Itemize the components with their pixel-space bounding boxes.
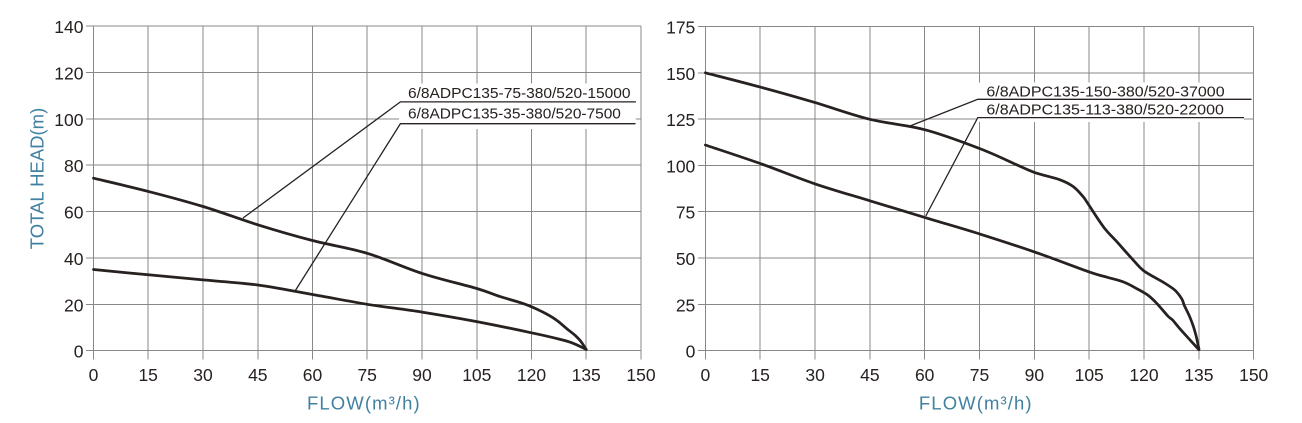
svg-text:30: 30 (193, 365, 213, 385)
svg-text:15: 15 (138, 365, 157, 385)
svg-text:80: 80 (64, 156, 84, 176)
svg-text:6/8ADPC135-35-380/520-7500: 6/8ADPC135-35-380/520-7500 (408, 105, 621, 122)
svg-text:150: 150 (666, 64, 695, 84)
svg-text:25: 25 (676, 295, 695, 315)
svg-text:120: 120 (1129, 365, 1158, 385)
svg-text:135: 135 (572, 365, 601, 385)
svg-text:45: 45 (248, 365, 267, 385)
svg-text:60: 60 (915, 365, 935, 385)
svg-text:150: 150 (626, 365, 655, 385)
svg-text:125: 125 (666, 110, 695, 130)
svg-text:75: 75 (970, 365, 989, 385)
svg-text:50: 50 (676, 249, 696, 269)
svg-text:150: 150 (1239, 365, 1268, 385)
svg-text:105: 105 (462, 365, 491, 385)
svg-text:100: 100 (54, 110, 83, 130)
svg-text:60: 60 (64, 203, 84, 223)
svg-text:175: 175 (666, 18, 695, 38)
svg-text:FLOW(m³/h): FLOW(m³/h) (307, 393, 421, 414)
svg-text:15: 15 (750, 365, 769, 385)
svg-text:6/8ADPC135-150-380/520-37000: 6/8ADPC135-150-380/520-37000 (986, 84, 1224, 101)
svg-text:6/8ADPC135-75-380/520-15000: 6/8ADPC135-75-380/520-15000 (408, 85, 631, 102)
svg-text:75: 75 (676, 203, 695, 223)
svg-text:0: 0 (686, 342, 696, 362)
svg-text:TOTAL HEAD(m): TOTAL HEAD(m) (27, 108, 48, 250)
svg-text:40: 40 (64, 249, 84, 269)
svg-text:140: 140 (54, 17, 83, 37)
svg-text:20: 20 (64, 295, 84, 315)
svg-text:0: 0 (701, 365, 711, 385)
svg-text:0: 0 (89, 365, 99, 385)
svg-text:30: 30 (805, 365, 825, 385)
svg-text:75: 75 (357, 365, 376, 385)
svg-text:105: 105 (1075, 365, 1104, 385)
svg-text:90: 90 (1025, 365, 1045, 385)
svg-text:120: 120 (54, 64, 83, 84)
svg-text:6/8ADPC135-113-380/520-22000: 6/8ADPC135-113-380/520-22000 (986, 101, 1224, 118)
svg-text:100: 100 (666, 156, 695, 176)
svg-text:120: 120 (517, 365, 546, 385)
svg-text:135: 135 (1184, 365, 1213, 385)
svg-text:60: 60 (303, 365, 323, 385)
svg-text:45: 45 (860, 365, 879, 385)
svg-text:0: 0 (74, 342, 84, 362)
svg-text:FLOW(m³/h): FLOW(m³/h) (919, 393, 1033, 414)
svg-text:90: 90 (412, 365, 432, 385)
